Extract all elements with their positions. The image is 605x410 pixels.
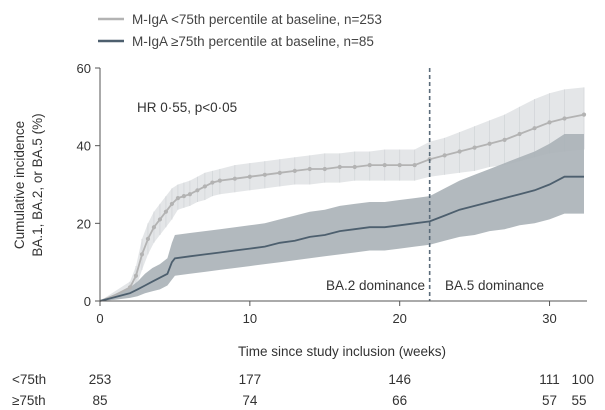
series-point-low [181, 194, 187, 199]
series-point-low [547, 120, 552, 125]
series-point-low [217, 178, 222, 183]
series-point-low [163, 209, 169, 214]
series-point-low [322, 166, 327, 172]
confidence-bands [100, 87, 585, 302]
x-tick-label: 10 [243, 311, 257, 326]
series-point-low [175, 195, 181, 201]
series-lines [99, 112, 587, 302]
x-tick-label: 0 [96, 311, 103, 326]
y-axis-title-line2: BA.1, BA.2, or BA.5 (%) [30, 113, 45, 256]
series-point-low [202, 184, 207, 189]
series-point-low [502, 137, 507, 142]
numbers-at-risk-table: <75th 253 177 146 111 100 ≥75th 85 74 66 57 55 [12, 372, 594, 408]
y-tick-label: 60 [77, 61, 91, 76]
series-point-low [195, 188, 200, 193]
region-label-ba5: BA.5 dominance [445, 278, 544, 293]
series-point-low [151, 225, 157, 230]
series-point-low [210, 180, 215, 185]
series-point-low [562, 116, 567, 121]
x-tick-label: 30 [542, 311, 556, 326]
series-point-low [442, 153, 447, 158]
confidence-band-high [100, 134, 584, 301]
series-point-low [472, 145, 477, 150]
y-tick-label: 20 [77, 216, 91, 231]
series-point-low [277, 170, 282, 175]
y-tick-label: 40 [77, 139, 91, 154]
series-point-low [292, 168, 297, 174]
series-point-low [457, 149, 462, 154]
risk-value: 111 [539, 372, 560, 387]
confidence-band-low [100, 87, 584, 302]
series-point-low [581, 112, 587, 117]
series-point-low [307, 166, 312, 172]
x-axis-title: Time since study inclusion (weeks) [238, 344, 446, 359]
risk-value: 100 [572, 372, 595, 387]
risk-value: 55 [572, 393, 587, 408]
risk-row-label: <75th [12, 372, 46, 387]
x-tick-label: 20 [392, 311, 406, 326]
y-tick-label: 0 [84, 294, 91, 309]
risk-value: 74 [242, 393, 258, 408]
series-point-low [145, 236, 151, 241]
series-point-low [262, 172, 267, 177]
series-point-low [127, 285, 133, 290]
series-point-low [133, 273, 139, 278]
series-line-high [99, 175, 584, 302]
series-point-low [397, 162, 402, 168]
legend-label-low: M-IgA <75th percentile at baseline, n=25… [132, 12, 382, 27]
series-point-low [517, 131, 522, 137]
series-point-low [187, 192, 193, 197]
legend: M-IgA <75th percentile at baseline, n=25… [98, 12, 382, 49]
series-point-low [169, 201, 175, 207]
series-point-low [352, 164, 357, 170]
series-point-low [337, 164, 342, 170]
hazard-ratio-annotation: HR 0·55, p<0·05 [137, 100, 237, 115]
series-point-low [247, 174, 252, 179]
series-point-low [532, 126, 537, 131]
risk-value: 85 [92, 393, 107, 408]
risk-value: 146 [388, 372, 411, 387]
risk-value: 66 [392, 393, 407, 408]
series-point-low [367, 162, 372, 168]
risk-row-label: ≥75th [12, 393, 46, 408]
axes: 0 20 40 60 0 10 20 30 [77, 61, 587, 326]
series-point-low [382, 162, 387, 168]
region-label-ba2: BA.2 dominance [326, 278, 425, 293]
series-point-low [157, 217, 163, 222]
series-point-low [487, 141, 492, 146]
series-point-low [412, 162, 417, 168]
legend-label-high: M-IgA ≥75th percentile at baseline, n=85 [132, 34, 374, 49]
risk-value: 177 [239, 372, 262, 387]
y-axis-title-line1: Cumulative incidence [12, 121, 27, 249]
risk-value: 253 [89, 372, 112, 387]
series-point-low [139, 252, 145, 257]
series-point-low [232, 176, 237, 181]
risk-value: 57 [542, 393, 557, 408]
